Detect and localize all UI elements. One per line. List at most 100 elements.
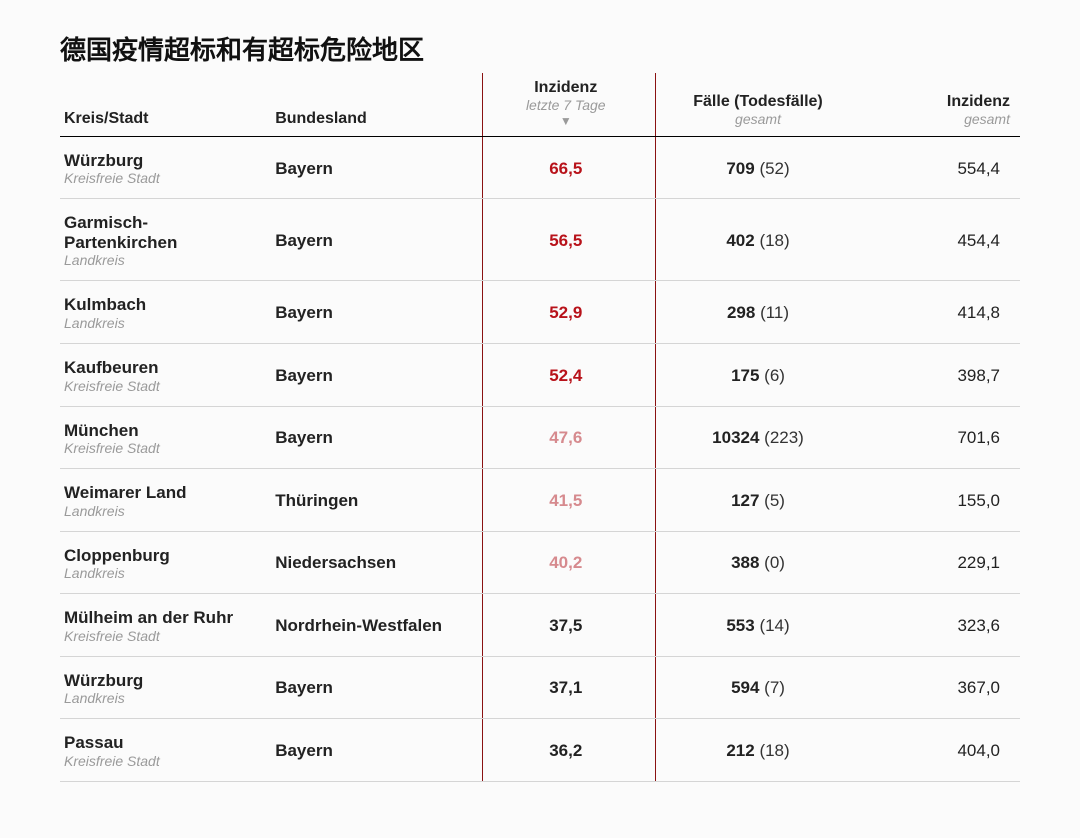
cases-value: 298 <box>727 303 755 322</box>
kreis-type: Landkreis <box>64 315 261 331</box>
kreis-type: Landkreis <box>64 252 261 268</box>
cell-inzidenz-7d: 40,2 <box>482 531 655 594</box>
cell-kreis: KaufbeurenKreisfreie Stadt <box>60 343 271 406</box>
cell-cases: 298 (11) <box>655 281 866 344</box>
kreis-type: Kreisfreie Stadt <box>64 378 261 394</box>
sort-desc-icon: ▼ <box>487 114 645 128</box>
cell-inzidenz-total: 454,4 <box>866 199 1020 281</box>
deaths-value: (0) <box>759 553 785 572</box>
kreis-name: Kulmbach <box>64 295 261 315</box>
cell-cases: 388 (0) <box>655 531 866 594</box>
cases-value: 594 <box>731 678 759 697</box>
cell-inzidenz-7d: 52,4 <box>482 343 655 406</box>
deaths-value: (6) <box>759 366 785 385</box>
cases-value: 175 <box>731 366 759 385</box>
cell-cases: 212 (18) <box>655 719 866 782</box>
cell-bundesland: Bayern <box>271 281 482 344</box>
cell-bundesland: Bayern <box>271 199 482 281</box>
cell-kreis: Garmisch-PartenkirchenLandkreis <box>60 199 271 281</box>
col-bundesland[interactable]: Bundesland <box>271 73 482 136</box>
cell-bundesland: Niedersachsen <box>271 531 482 594</box>
cell-cases: 10324 (223) <box>655 406 866 469</box>
cell-kreis: KulmbachLandkreis <box>60 281 271 344</box>
cell-bundesland: Bayern <box>271 343 482 406</box>
table-row: Weimarer LandLandkreisThüringen41,5127 (… <box>60 469 1020 532</box>
table-row: MünchenKreisfreie StadtBayern47,610324 (… <box>60 406 1020 469</box>
covid-risk-table: Kreis/Stadt Bundesland Inzidenz letzte 7… <box>60 73 1020 782</box>
table-row: PassauKreisfreie StadtBayern36,2212 (18)… <box>60 719 1020 782</box>
cell-inzidenz-7d: 66,5 <box>482 136 655 199</box>
deaths-value: (5) <box>759 491 785 510</box>
cell-inzidenz-7d: 41,5 <box>482 469 655 532</box>
cases-value: 709 <box>726 159 754 178</box>
cell-inzidenz-total: 554,4 <box>866 136 1020 199</box>
cell-bundesland: Bayern <box>271 719 482 782</box>
kreis-type: Landkreis <box>64 503 261 519</box>
cell-inzidenz-7d: 56,5 <box>482 199 655 281</box>
cases-value: 402 <box>726 231 754 250</box>
cell-inzidenz-total: 155,0 <box>866 469 1020 532</box>
cell-kreis: Weimarer LandLandkreis <box>60 469 271 532</box>
deaths-value: (18) <box>755 231 790 250</box>
page-title: 德国疫情超标和有超标危险地区 <box>60 30 1020 67</box>
cell-cases: 402 (18) <box>655 199 866 281</box>
kreis-name: Mülheim an der Ruhr <box>64 608 261 628</box>
table-row: Mülheim an der RuhrKreisfreie StadtNordr… <box>60 594 1020 657</box>
cases-value: 10324 <box>712 428 759 447</box>
kreis-name: Cloppenburg <box>64 546 261 566</box>
cell-inzidenz-7d: 36,2 <box>482 719 655 782</box>
cell-inzidenz-7d: 37,1 <box>482 656 655 719</box>
cell-bundesland: Thüringen <box>271 469 482 532</box>
cell-inzidenz-total: 701,6 <box>866 406 1020 469</box>
col-cases[interactable]: Fälle (Todesfälle) gesamt <box>655 73 866 136</box>
cell-kreis: CloppenburgLandkreis <box>60 531 271 594</box>
cell-inzidenz-total: 367,0 <box>866 656 1020 719</box>
kreis-name: Kaufbeuren <box>64 358 261 378</box>
col-inzidenz-7d[interactable]: Inzidenz letzte 7 Tage ▼ <box>482 73 655 136</box>
deaths-value: (14) <box>755 616 790 635</box>
kreis-name: München <box>64 421 261 441</box>
cell-kreis: PassauKreisfreie Stadt <box>60 719 271 782</box>
kreis-name: Weimarer Land <box>64 483 261 503</box>
cell-bundesland: Nordrhein-Westfalen <box>271 594 482 657</box>
table-row: CloppenburgLandkreisNiedersachsen40,2388… <box>60 531 1020 594</box>
col-kreis[interactable]: Kreis/Stadt <box>60 73 271 136</box>
table-row: KaufbeurenKreisfreie StadtBayern52,4175 … <box>60 343 1020 406</box>
cell-bundesland: Bayern <box>271 656 482 719</box>
cases-value: 212 <box>726 741 754 760</box>
col-inzidenz-total[interactable]: Inzidenz gesamt <box>866 73 1020 136</box>
cell-inzidenz-total: 404,0 <box>866 719 1020 782</box>
table-row: WürzburgKreisfreie Stadt Bayern66,5709 (5… <box>60 136 1020 199</box>
cell-inzidenz-total: 323,6 <box>866 594 1020 657</box>
cases-value: 388 <box>731 553 759 572</box>
kreis-name: Passau <box>64 733 261 753</box>
kreis-name: Würzburg <box>64 671 261 691</box>
kreis-name: Garmisch-Partenkirchen <box>64 213 261 252</box>
cell-bundesland: Bayern <box>271 136 482 199</box>
table-row: Garmisch-PartenkirchenLandkreisBayern56,… <box>60 199 1020 281</box>
cell-kreis: MünchenKreisfreie Stadt <box>60 406 271 469</box>
cell-cases: 709 (52) <box>655 136 866 199</box>
cell-inzidenz-7d: 47,6 <box>482 406 655 469</box>
deaths-value: (18) <box>755 741 790 760</box>
kreis-type: Landkreis <box>64 565 261 581</box>
table-row: WürzburgLandkreisBayern37,1594 (7)367,0 <box>60 656 1020 719</box>
kreis-type: Kreisfreie Stadt <box>64 440 261 456</box>
cell-inzidenz-total: 229,1 <box>866 531 1020 594</box>
kreis-type: Kreisfreie Stadt <box>64 170 261 186</box>
cell-cases: 553 (14) <box>655 594 866 657</box>
cell-kreis: WürzburgLandkreis <box>60 656 271 719</box>
cell-cases: 594 (7) <box>655 656 866 719</box>
kreis-type: Kreisfreie Stadt <box>64 753 261 769</box>
cell-inzidenz-7d: 37,5 <box>482 594 655 657</box>
deaths-value: (223) <box>759 428 803 447</box>
cell-cases: 127 (5) <box>655 469 866 532</box>
cases-value: 127 <box>731 491 759 510</box>
deaths-value: (11) <box>755 303 789 322</box>
cell-inzidenz-7d: 52,9 <box>482 281 655 344</box>
cell-inzidenz-total: 414,8 <box>866 281 1020 344</box>
deaths-value: (7) <box>759 678 785 697</box>
table-row: KulmbachLandkreisBayern52,9298 (11)414,8 <box>60 281 1020 344</box>
cell-kreis: Mülheim an der RuhrKreisfreie Stadt <box>60 594 271 657</box>
kreis-name: Würzburg <box>64 151 261 171</box>
